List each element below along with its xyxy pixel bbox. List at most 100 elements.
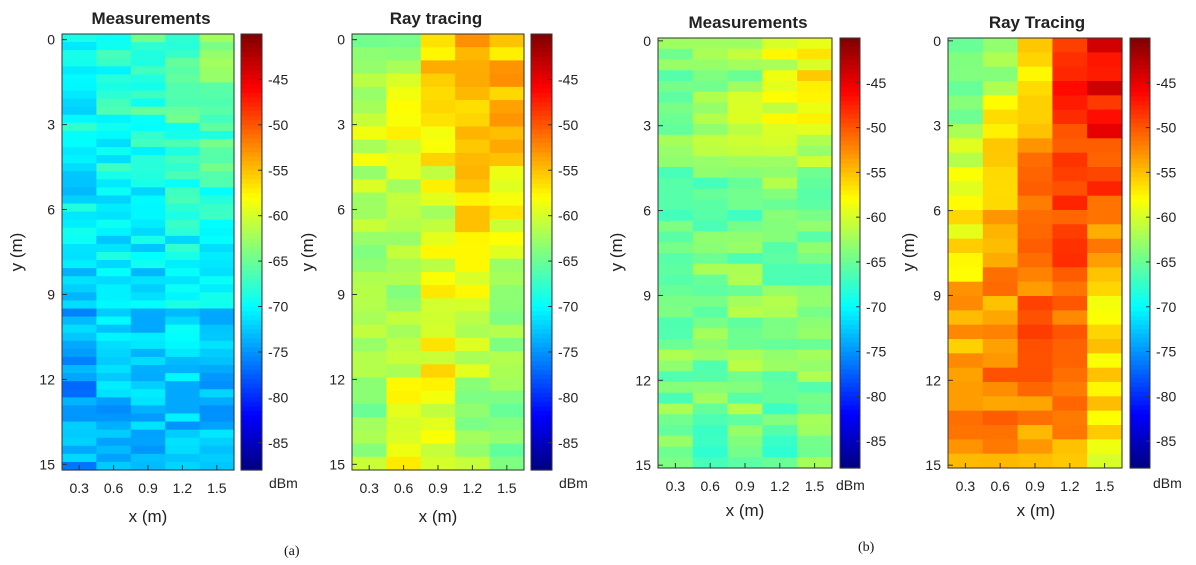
heatmap-cell (165, 413, 201, 423)
colorbar-step (1130, 64, 1150, 70)
heatmap-cell (420, 364, 456, 379)
colorbar-tick-label: -55 (558, 162, 578, 178)
heatmap-cell (762, 317, 798, 329)
heatmap-cell (727, 435, 763, 448)
x-tick-label: 1.2 (463, 480, 483, 496)
colorbar-step (241, 111, 262, 117)
heatmap-cell (948, 167, 984, 182)
heatmap-cell (165, 50, 201, 59)
heatmap-cell (130, 300, 166, 310)
heatmap-cell (982, 382, 1019, 397)
colorbar-step (1130, 181, 1150, 187)
heatmap-cell (420, 139, 456, 154)
colorbar-step (241, 433, 262, 439)
colorbar-step (840, 436, 860, 442)
colorbar-step (241, 370, 262, 376)
heatmap-cell (96, 252, 132, 261)
heatmap-cell (165, 171, 201, 180)
heatmap-cell (948, 267, 984, 283)
heatmap-cell (130, 155, 166, 164)
colorbar-step (1130, 459, 1150, 465)
colorbar-step (1130, 38, 1150, 44)
heatmap-cell (982, 281, 1019, 297)
heatmap-cell (62, 381, 97, 390)
heatmap-cell (62, 130, 97, 140)
heatmap-cell (62, 405, 97, 415)
heatmap-cell (165, 243, 201, 253)
heatmap-cell (420, 113, 456, 128)
heatmap-cell (982, 453, 1019, 469)
heatmap-cell (1052, 238, 1088, 254)
heatmap-cell (727, 263, 763, 276)
y-tick-label: 3 (643, 118, 651, 134)
heatmap-cell (130, 381, 166, 390)
caption-a: (a) (284, 544, 300, 559)
heatmap-cell (692, 70, 729, 82)
y-ticks: 0 3 6 9 12 15 (635, 33, 663, 473)
heatmap-cell (165, 138, 201, 148)
colorbar-unit: dBm (836, 477, 865, 493)
heatmap-cell (420, 271, 456, 286)
heatmap-cell (727, 70, 763, 82)
colorbar-step (840, 55, 860, 61)
heatmap-cell (489, 456, 525, 471)
colorbar-step (531, 424, 552, 430)
heatmap-cell (386, 258, 422, 273)
colorbar-step (1130, 463, 1150, 469)
heatmap-cell (165, 292, 201, 302)
colorbar-step (1130, 114, 1150, 120)
colorbar-step (241, 202, 262, 208)
colorbar-step (840, 38, 860, 44)
heatmap-cell (727, 392, 763, 405)
heatmap-cell (386, 403, 422, 418)
colorbar-step (241, 333, 262, 339)
heatmap-cell (1087, 324, 1123, 340)
colorbar-step (840, 333, 860, 339)
colorbar-step (840, 266, 860, 272)
heatmap-cell (948, 425, 984, 440)
colorbar-step (1130, 279, 1150, 285)
colorbar-tick-label: -70 (1156, 299, 1176, 315)
colorbar-step (531, 288, 552, 294)
heatmap-cell (797, 156, 833, 168)
heatmap-cell (948, 296, 984, 311)
colorbar-step (1130, 387, 1150, 393)
colorbar-step (840, 46, 860, 53)
colorbar-step (840, 324, 860, 330)
heatmap-cell (62, 276, 97, 285)
colorbar-step (1130, 118, 1150, 124)
heatmap-cell (96, 324, 132, 334)
heatmap-cell (165, 268, 201, 277)
heatmap-cell (797, 317, 833, 329)
heatmap-cell (1087, 296, 1123, 311)
heatmap-cell (692, 274, 729, 286)
colorbar-step (241, 65, 262, 71)
colorbar-step (241, 297, 262, 303)
heatmap-cell (489, 443, 525, 458)
heatmap-cell (96, 389, 132, 398)
heatmap-cell (199, 445, 235, 455)
heatmap-cell (658, 339, 694, 351)
heatmap-cell (96, 332, 132, 342)
heatmap-cell (1052, 167, 1088, 182)
heatmap-cell (420, 166, 456, 180)
heatmap-cell (62, 203, 97, 213)
heatmap-cell (1017, 382, 1053, 397)
colorbar-step (840, 212, 860, 218)
heatmap-cell (199, 437, 235, 447)
heatmap-cell (762, 70, 798, 82)
colorbar-step (241, 179, 262, 185)
colorbar-step (531, 342, 552, 348)
heatmap-cell (352, 60, 387, 75)
heatmap-cell (62, 42, 97, 51)
heatmap-cell (982, 425, 1019, 440)
heatmap-cell (658, 425, 694, 437)
colorbar-step (840, 257, 860, 263)
heatmap-cell (948, 396, 984, 412)
heatmap-cell (352, 192, 387, 207)
heatmap-cell (199, 147, 235, 156)
heatmap-cell (982, 267, 1019, 283)
heatmap-cell (62, 356, 97, 366)
heatmap-cell (658, 210, 694, 222)
x-axis-label: x (m) (726, 501, 765, 520)
